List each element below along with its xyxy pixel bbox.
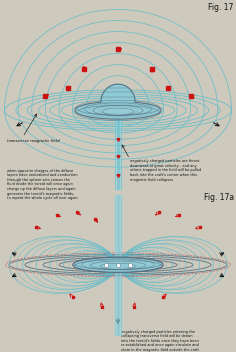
Ellipse shape (73, 257, 163, 272)
Text: negatively charged particles are thrust
downward at great velocity - and any
oth: negatively charged particles are thrust … (131, 159, 202, 182)
Text: when opposite charges of the diffuse
layers have neutralized and conduction
thro: when opposite charges of the diffuse lay… (7, 169, 77, 200)
Text: Fig. 17: Fig. 17 (208, 3, 234, 12)
Text: Fig. 17a: Fig. 17a (204, 193, 234, 202)
Ellipse shape (75, 101, 161, 119)
Text: transverse magnetic field: transverse magnetic field (7, 139, 59, 143)
Polygon shape (101, 84, 135, 101)
Text: negatively charged particles entering the
collapsing transverse field will be dr: negatively charged particles entering th… (121, 329, 199, 352)
